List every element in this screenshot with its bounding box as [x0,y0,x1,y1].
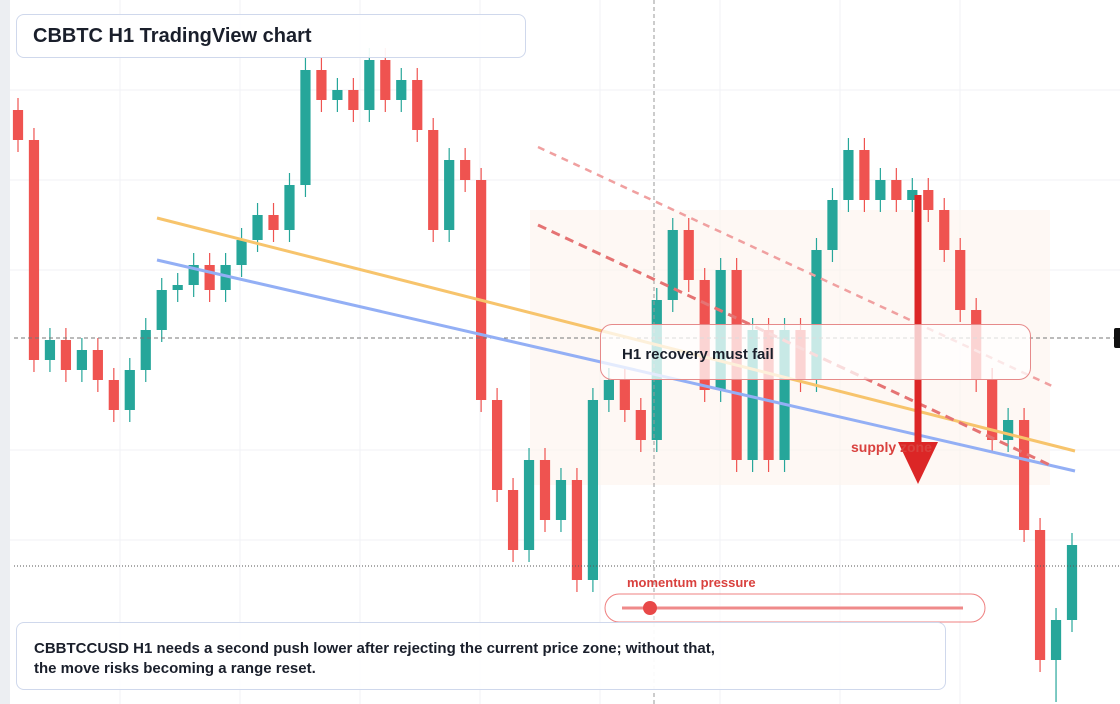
candle-body [875,180,886,200]
candle-body [523,460,535,550]
candle-body [140,330,151,370]
candle-body [172,285,183,290]
candle-body [571,480,583,580]
supply-label: supply zone [851,439,932,455]
momentum-label: momentum pressure [627,575,756,590]
candle-body [428,130,439,230]
candle-body [939,210,950,250]
candle-body [220,265,231,290]
candle-body [348,90,359,110]
candle-body [1050,620,1062,660]
candle-body [252,215,263,240]
arrow-head [898,442,938,484]
candle-body [268,215,279,230]
candle-body [1066,545,1078,620]
candle-body [491,400,503,490]
candle-body [891,180,902,200]
candle-body [316,70,327,100]
candle-body [300,70,311,185]
candle-body [667,230,678,300]
candle-body [811,250,822,380]
caption-text: CBBTCCUSD H1 needs a second push lower a… [34,640,715,677]
candle-body [683,230,694,280]
candle-body [12,110,24,140]
candle-body [60,340,72,370]
price-tag [1114,328,1120,348]
candle-body [619,380,630,410]
chart-title: CBBTC H1 TradingView chart [33,25,312,47]
candle-body [603,380,614,400]
channel-lower [537,223,1053,468]
candle-body [923,190,934,210]
candle-body [987,380,998,440]
candle-body [555,480,567,520]
candle-body [763,330,774,460]
candle-body [412,80,423,130]
candle-body [108,380,119,410]
candle-body [507,490,519,550]
candle-body [859,150,870,200]
annotation-box: H1 recovery must fail [600,324,1031,380]
candle-body [843,150,854,200]
candle-body [1034,530,1046,660]
candle-body [1003,420,1014,440]
candle-body [587,400,599,580]
candle-body [396,80,407,100]
candle-body [955,250,966,310]
candle-body [124,370,135,410]
candle-body [460,160,471,180]
candle-body [827,200,838,250]
candle-body [747,330,758,460]
candle-body [444,160,455,230]
candle-body [284,185,295,230]
candle-body [44,340,56,360]
candle-body [204,265,215,290]
candle-body [476,180,487,400]
candle-body [1018,420,1030,530]
annotation-text: H1 recovery must fail [622,346,774,363]
candle-body [635,410,646,440]
candle-body [28,140,40,360]
candle-body [236,240,247,265]
candle-body [188,265,199,285]
candle-body [76,350,87,370]
candle-body [156,290,167,330]
candle-body [380,60,391,100]
candle-body [539,460,551,520]
momentum-knob [643,601,657,615]
caption-box: CBBTCCUSD H1 needs a second push lower a… [16,622,946,690]
candle-body [332,90,343,100]
left-edge [0,0,10,704]
candle-body [92,350,103,380]
candle-body [907,190,918,200]
candle-body [364,60,375,110]
title-box: CBBTC H1 TradingView chart [16,14,526,58]
candle-body [779,330,790,460]
